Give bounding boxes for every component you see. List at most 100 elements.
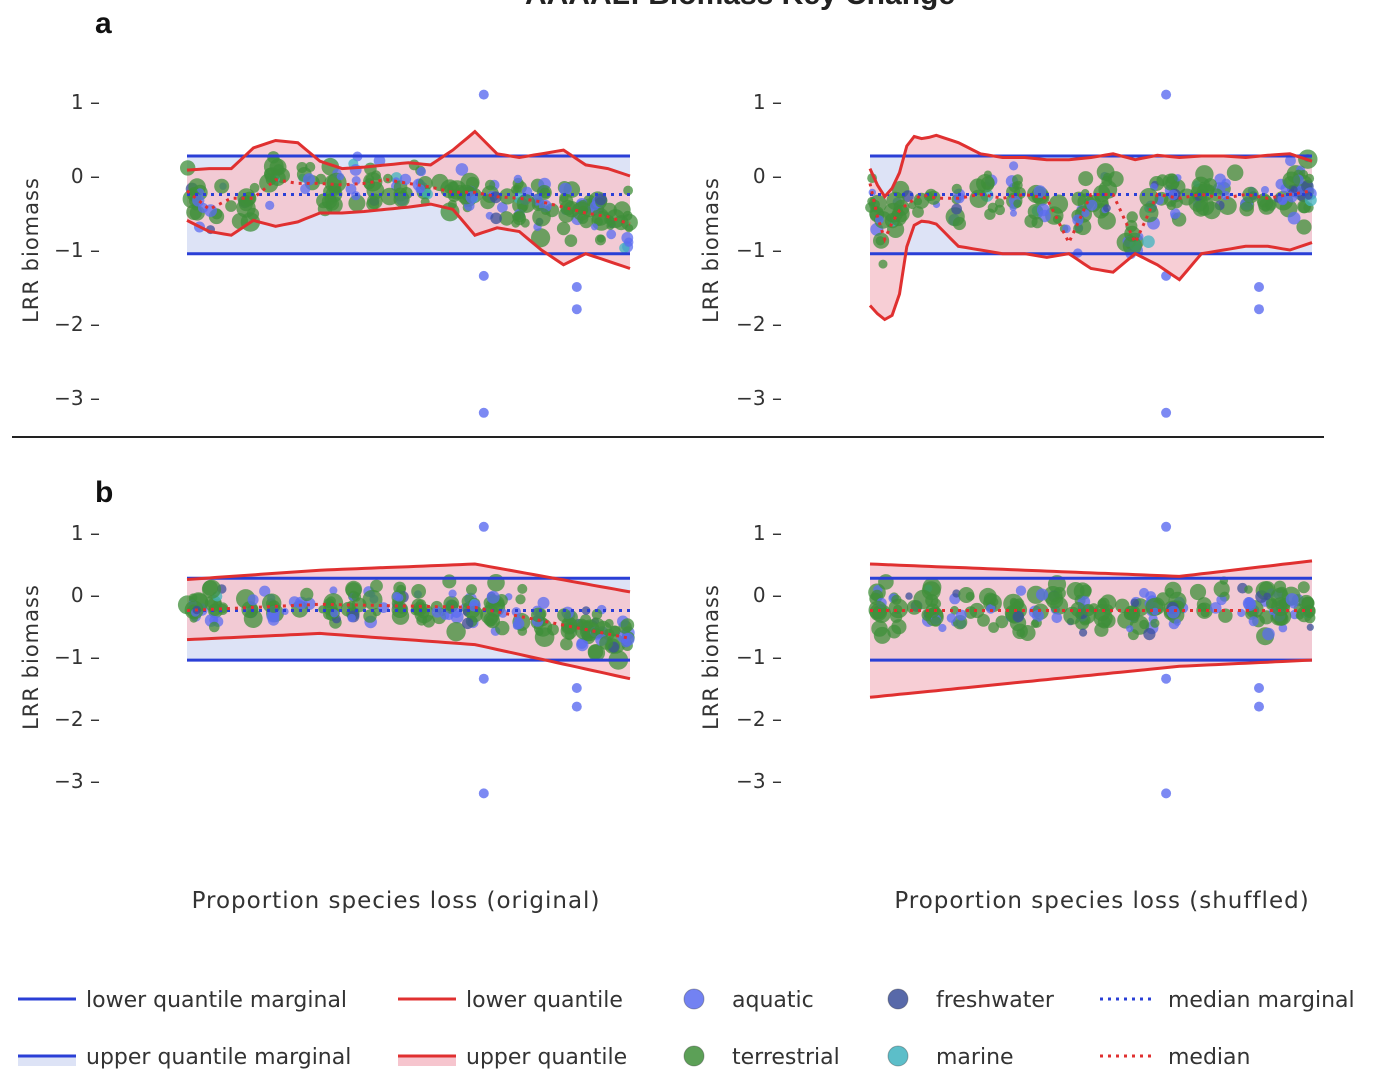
data-point bbox=[1009, 161, 1019, 171]
data-point bbox=[891, 594, 902, 605]
data-point bbox=[1012, 610, 1024, 623]
y-tick-label: 0 – bbox=[753, 164, 782, 188]
data-point bbox=[930, 616, 942, 627]
data-point bbox=[995, 615, 1009, 629]
data-point bbox=[1278, 623, 1288, 633]
data-point bbox=[1248, 616, 1259, 627]
panel-b-shuffled: 1 – 0 – −1 – −2 – −3 – LRR biomass bbox=[699, 521, 1316, 799]
filled-line-icon bbox=[398, 1056, 456, 1066]
data-point bbox=[908, 201, 917, 210]
data-point bbox=[259, 173, 279, 193]
data-point bbox=[1015, 585, 1027, 596]
scatter-points bbox=[177, 521, 635, 799]
data-point bbox=[1259, 581, 1276, 598]
outlier-point bbox=[571, 304, 582, 315]
data-point bbox=[938, 623, 947, 633]
x-axis-label-original: Proportion species loss (original) bbox=[192, 888, 601, 914]
y-tick-label: −1 – bbox=[736, 645, 782, 669]
data-point bbox=[1086, 199, 1098, 211]
data-point bbox=[990, 597, 999, 606]
y-axis-label: LRR biomass bbox=[699, 584, 723, 730]
legend-label: median bbox=[1168, 1045, 1250, 1070]
data-point bbox=[484, 179, 496, 191]
data-point bbox=[1079, 628, 1088, 637]
data-point bbox=[214, 178, 230, 194]
data-point bbox=[345, 582, 362, 599]
data-point bbox=[1286, 191, 1298, 203]
data-point bbox=[576, 637, 588, 649]
data-point bbox=[925, 603, 940, 618]
data-point bbox=[955, 609, 967, 621]
data-point bbox=[559, 182, 572, 196]
data-point bbox=[1189, 583, 1207, 601]
data-point bbox=[1265, 199, 1277, 211]
data-point bbox=[1078, 171, 1094, 187]
data-point bbox=[1033, 185, 1047, 199]
data-point bbox=[621, 632, 635, 646]
data-point bbox=[487, 574, 505, 592]
data-point bbox=[1170, 208, 1181, 219]
data-point bbox=[1167, 189, 1179, 201]
data-point bbox=[180, 160, 196, 176]
data-point bbox=[209, 621, 220, 633]
data-point bbox=[1032, 609, 1044, 622]
legend-item: lower quantile bbox=[398, 988, 623, 1013]
data-point bbox=[1277, 194, 1288, 205]
data-point bbox=[201, 579, 222, 599]
outlier-point bbox=[1161, 89, 1172, 100]
legend-item: lower quantile marginal bbox=[18, 988, 347, 1013]
y-tick-label: 0 – bbox=[71, 583, 100, 607]
data-point bbox=[1127, 608, 1140, 622]
data-point bbox=[486, 590, 500, 604]
legend-label: marine bbox=[936, 1045, 1014, 1070]
upper-quantile-line bbox=[186, 129, 631, 178]
data-point bbox=[325, 185, 343, 203]
data-point bbox=[878, 574, 894, 590]
data-point bbox=[1271, 597, 1291, 617]
data-point bbox=[1242, 597, 1256, 610]
data-point bbox=[977, 613, 990, 627]
y-tick-label: −3 – bbox=[736, 769, 782, 793]
data-point bbox=[1094, 622, 1109, 637]
lower-quantile-line bbox=[868, 219, 1313, 322]
data-point bbox=[564, 234, 578, 247]
data-point bbox=[364, 162, 377, 176]
legend-label: freshwater bbox=[936, 988, 1055, 1013]
data-point bbox=[1285, 593, 1299, 606]
data-point bbox=[363, 609, 377, 623]
data-point bbox=[517, 583, 528, 594]
y-tick-label: −2 – bbox=[54, 707, 100, 731]
dot-icon bbox=[683, 988, 705, 1010]
legend-item: terrestrial bbox=[683, 1045, 840, 1070]
upper-quantile-line bbox=[186, 562, 631, 594]
legend-item: upper quantile bbox=[398, 1045, 627, 1070]
data-point bbox=[259, 585, 271, 597]
data-point bbox=[599, 636, 613, 650]
data-point bbox=[1303, 604, 1316, 617]
legend-label: terrestrial bbox=[732, 1045, 840, 1070]
legend-item: freshwater bbox=[887, 988, 1055, 1013]
data-point bbox=[490, 212, 502, 225]
data-point bbox=[1013, 199, 1022, 208]
data-point bbox=[373, 154, 386, 167]
outlier-point bbox=[478, 270, 489, 281]
data-point bbox=[912, 206, 924, 218]
data-point bbox=[1214, 173, 1226, 185]
data-point bbox=[448, 589, 457, 598]
median-line bbox=[186, 602, 631, 640]
data-point bbox=[1012, 174, 1023, 186]
data-point bbox=[1051, 612, 1063, 624]
legend-item: marine bbox=[887, 1045, 1014, 1070]
data-point bbox=[951, 203, 962, 215]
y-axis-label: LRR biomass bbox=[19, 177, 43, 323]
data-point bbox=[591, 223, 598, 231]
data-point bbox=[1209, 602, 1222, 614]
data-point bbox=[534, 627, 555, 647]
data-point bbox=[362, 589, 383, 610]
y-tick-label: 1 – bbox=[753, 521, 782, 545]
legend-label: lower quantile bbox=[466, 988, 623, 1013]
data-point bbox=[243, 609, 263, 628]
data-point bbox=[1043, 586, 1063, 606]
data-point bbox=[486, 618, 495, 627]
data-point bbox=[591, 608, 603, 620]
